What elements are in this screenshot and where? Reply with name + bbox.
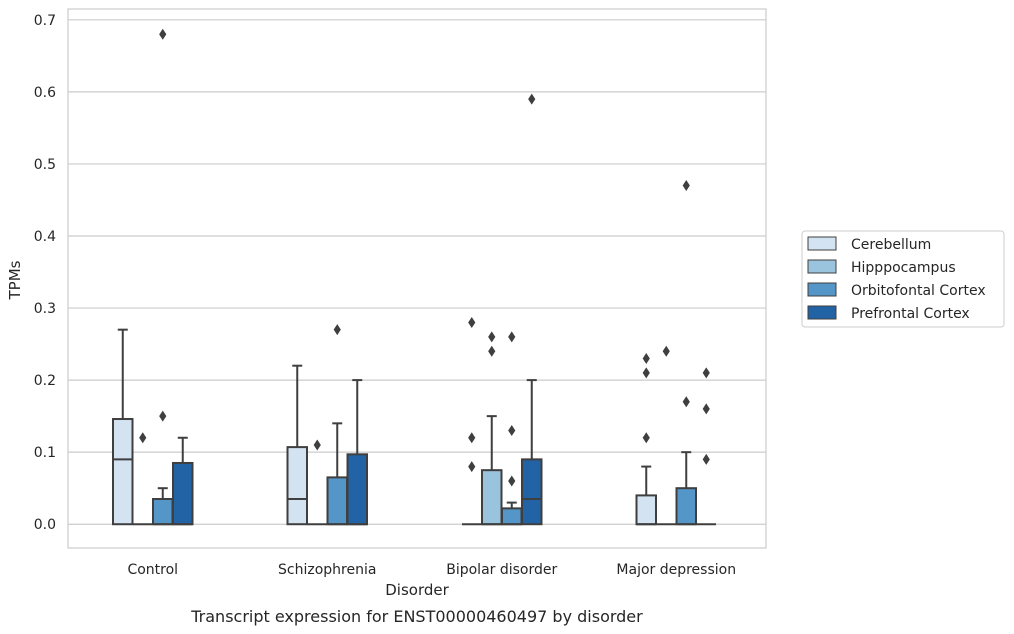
box-3-0 [635, 352, 657, 526]
box-0-0 [112, 328, 134, 526]
box [521, 458, 543, 526]
box-2-0 [462, 316, 482, 526]
box [152, 498, 174, 526]
y-tick-label: 0.5 [34, 157, 56, 173]
y-tick-label: 0.4 [34, 229, 56, 245]
outlier-point [313, 439, 321, 451]
outlier-point [468, 316, 476, 328]
box [501, 507, 523, 526]
box [481, 469, 503, 526]
outlier-point [702, 403, 710, 415]
outlier-point [682, 180, 690, 192]
legend: Cerebellum Hipppocampus Orbitofontal Corte… [801, 230, 1005, 328]
x-tick-label: Schizophrenia [278, 562, 376, 578]
box [172, 461, 194, 526]
box-2-1 [481, 331, 503, 526]
legend-label: Hipppocampus [851, 260, 956, 276]
box-1-0 [286, 364, 308, 526]
box-1-2 [326, 324, 348, 526]
plot-frame [67, 8, 767, 549]
x-axis-label: Disorder [385, 581, 449, 599]
outlier-point [468, 432, 476, 444]
outlier-point [642, 352, 650, 364]
box-0-1 [133, 432, 153, 526]
box-3-3 [696, 367, 716, 526]
box-3-2 [675, 180, 697, 526]
outlier-point [508, 425, 516, 437]
box [346, 453, 368, 526]
outlier-point [488, 345, 496, 357]
box-1-3 [346, 379, 368, 526]
box [286, 446, 308, 526]
outlier-point [662, 345, 670, 357]
x-tick-label: Bipolar disorder [446, 562, 557, 578]
box-2-2 [501, 331, 523, 526]
outlier-point [702, 453, 710, 465]
outlier-point [508, 475, 516, 487]
outlier-point [642, 432, 650, 444]
y-tick-label: 0.7 [34, 13, 56, 29]
box [112, 418, 134, 526]
outlier-point [682, 396, 690, 408]
outlier-point [468, 461, 476, 473]
outlier-point [159, 28, 167, 40]
x-tick-labels: Control Schizophrenia Bipolar disorder Majo… [127, 562, 736, 578]
box [635, 494, 657, 526]
box-2-3 [521, 93, 543, 526]
outlier-point [333, 324, 341, 336]
box-0-3 [172, 436, 194, 526]
outlier-point [508, 331, 516, 343]
legend-swatch [807, 282, 837, 297]
legend-label: Orbitofontal Cortex [851, 283, 986, 299]
plot-boxes [112, 28, 716, 526]
figure-caption: Transcript expression for ENST0000046049… [190, 607, 643, 626]
y-tick-label: 0.6 [34, 85, 56, 101]
box-1-1 [307, 439, 327, 526]
outlier-point [702, 367, 710, 379]
legend-label: Prefrontal Cortex [851, 306, 970, 322]
legend-swatch [807, 236, 837, 251]
y-tick-label: 0.1 [34, 445, 56, 461]
y-tick-labels: 0.0 0.1 0.2 0.3 0.4 0.5 0.6 0.7 [34, 13, 56, 533]
box [675, 487, 697, 526]
x-tick-label: Major depression [616, 562, 736, 578]
y-gridlines [68, 19, 766, 525]
outlier-point [139, 432, 147, 444]
y-axis-label: TPMs [6, 260, 24, 300]
legend-swatch [807, 305, 837, 320]
legend-frame [801, 230, 1005, 328]
y-tick-label: 0.2 [34, 373, 56, 389]
box-0-2 [152, 28, 174, 526]
outlier-point [528, 93, 536, 105]
y-tick-label: 0.3 [34, 301, 56, 317]
y-tick-label: 0.0 [34, 517, 56, 533]
outlier-point [488, 331, 496, 343]
x-tick-label: Control [127, 562, 178, 578]
legend-label: Cerebellum [851, 237, 931, 253]
legend-swatch [807, 259, 837, 274]
box [326, 476, 348, 526]
box-3-1 [656, 345, 676, 526]
outlier-point [642, 367, 650, 379]
outlier-point [159, 410, 167, 422]
